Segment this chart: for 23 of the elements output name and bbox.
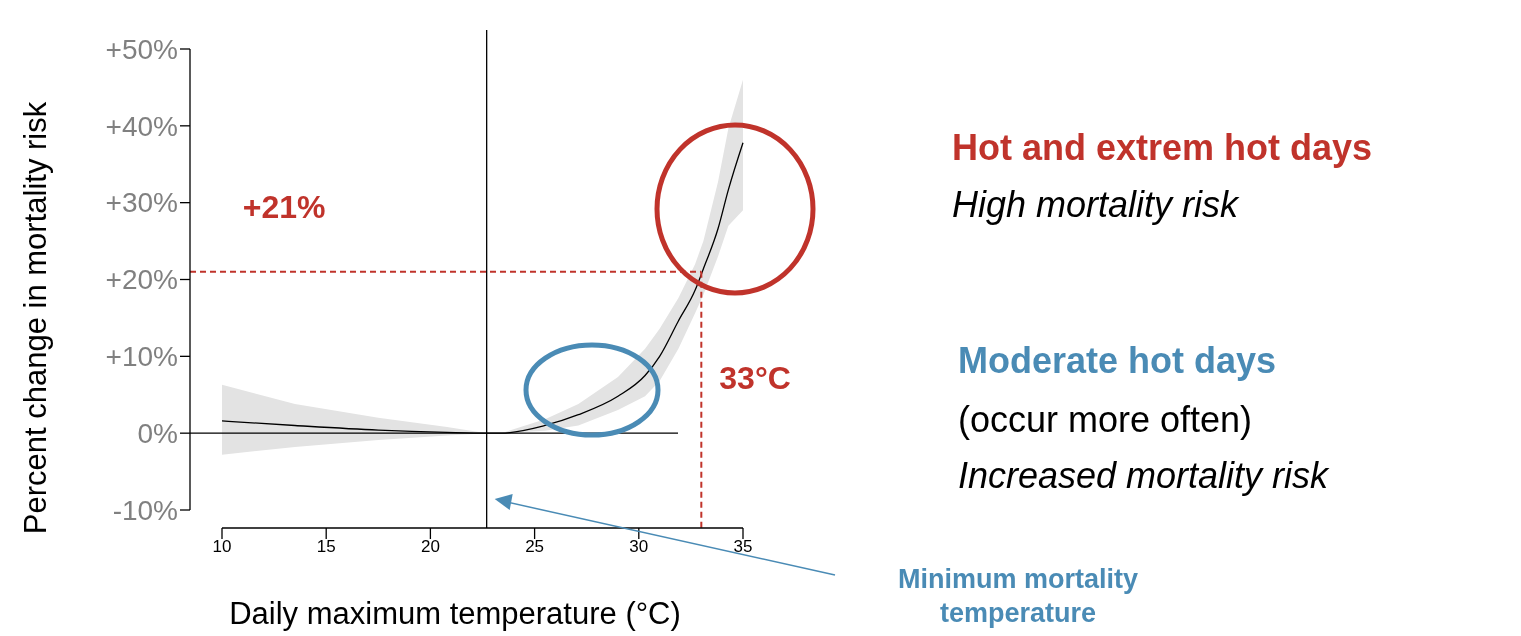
x-tick-label: 15 (316, 537, 336, 556)
ref-line-label: 33°C (719, 359, 791, 396)
x-tick-label: 25 (525, 537, 545, 556)
text: Moderate hot days (958, 340, 1277, 381)
x-tick-label: 20 (420, 537, 440, 556)
x-tick-label: 35 (733, 537, 753, 556)
y-tick-label: +30% (105, 187, 178, 219)
ref-line-label: +21% (242, 189, 326, 226)
y-tick-label: +20% (105, 264, 178, 296)
y-tick-label: 0% (137, 417, 178, 449)
x-tick-label: 10 (212, 537, 232, 556)
y-tick-label: -10% (112, 494, 178, 526)
y-axis-title: Percent change in mortality risk (18, 101, 53, 535)
text: Minimum mortality temperature (897, 564, 1139, 628)
text: Increased mortality risk (958, 455, 1331, 496)
text: Hot and extrem hot days (952, 127, 1373, 168)
x-tick-label: 30 (629, 537, 649, 556)
text: High mortality risk (952, 184, 1241, 225)
y-tick-label: +40% (105, 110, 178, 142)
x-axis-title: Daily maximum temperature (°C) (229, 596, 681, 631)
y-tick-label: +10% (105, 341, 178, 373)
y-tick-label: +50% (105, 33, 178, 65)
text: (occur more often) (958, 399, 1253, 440)
